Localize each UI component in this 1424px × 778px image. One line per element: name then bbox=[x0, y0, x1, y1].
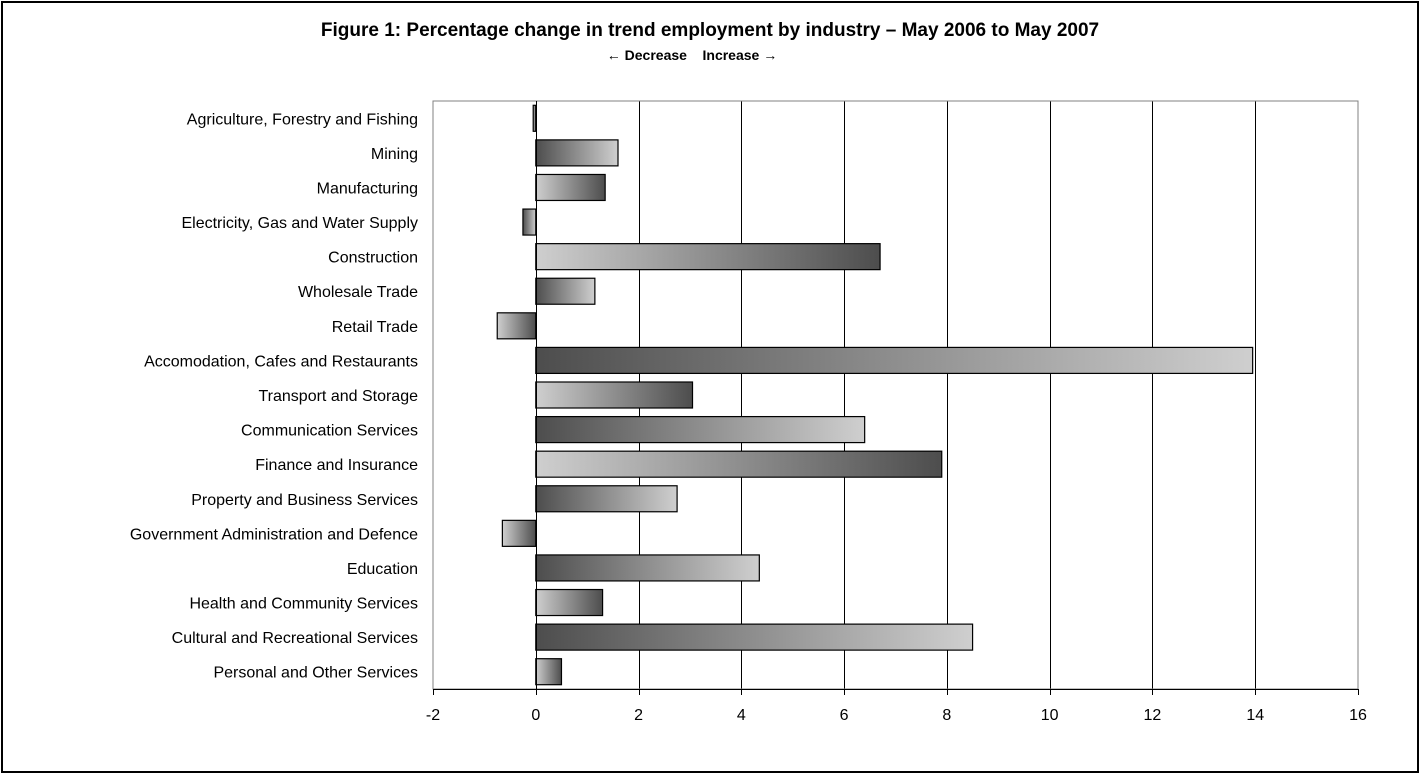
bar bbox=[496, 312, 537, 340]
x-tick-label: 16 bbox=[1349, 707, 1367, 724]
x-tick-label: 0 bbox=[531, 707, 540, 724]
category-label: Personal and Other Services bbox=[213, 665, 418, 682]
x-tick-label: 6 bbox=[840, 707, 849, 724]
bar bbox=[532, 104, 537, 132]
increase-arrow-icon: → bbox=[763, 47, 778, 63]
bar bbox=[535, 588, 604, 617]
category-label: Agriculture, Forestry and Fishing bbox=[187, 111, 418, 128]
category-label: Property and Business Services bbox=[191, 492, 418, 509]
bars bbox=[496, 104, 1254, 686]
category-label: Transport and Storage bbox=[259, 388, 419, 405]
category-label: Manufacturing bbox=[317, 180, 418, 197]
category-label: Cultural and Recreational Services bbox=[172, 630, 418, 647]
bar bbox=[535, 485, 678, 513]
x-tick-label: 8 bbox=[942, 707, 951, 724]
bar bbox=[535, 243, 881, 271]
bar bbox=[535, 381, 694, 409]
bar bbox=[522, 208, 537, 236]
bar bbox=[535, 658, 563, 686]
category-label: Wholesale Trade bbox=[298, 284, 418, 301]
category-label: Accomodation, Cafes and Restaurants bbox=[144, 353, 418, 370]
category-label: Education bbox=[347, 561, 418, 578]
chart-subtitle: ← Decrease Increase → bbox=[3, 46, 1417, 64]
increase-label: Increase bbox=[702, 47, 760, 63]
category-label: Health and Community Services bbox=[189, 596, 418, 613]
decrease-arrow-icon: ← bbox=[606, 47, 621, 63]
bar bbox=[535, 139, 619, 167]
bar bbox=[535, 277, 596, 305]
bar bbox=[535, 173, 606, 202]
tick-labels: -2 0 2 4 6 8 10 12 14 16 bbox=[426, 707, 1367, 724]
x-tick-label: 10 bbox=[1041, 707, 1059, 724]
bar bbox=[501, 519, 537, 547]
x-tick-label: 4 bbox=[737, 707, 746, 724]
category-label: Construction bbox=[328, 250, 418, 267]
x-tick-label: 14 bbox=[1246, 707, 1264, 724]
category-labels: Agriculture, Forestry and Fishing Mining M… bbox=[130, 111, 418, 681]
bar bbox=[535, 450, 943, 478]
category-label: Finance and Insurance bbox=[255, 457, 418, 474]
category-label: Government Administration and Defence bbox=[130, 526, 418, 543]
category-label: Electricity, Gas and Water Supply bbox=[181, 215, 418, 232]
bar bbox=[535, 415, 866, 444]
x-tick-label: -2 bbox=[426, 707, 440, 724]
x-tick-label: 12 bbox=[1144, 707, 1162, 724]
x-tick-label: 2 bbox=[634, 707, 643, 724]
category-label: Communication Services bbox=[241, 423, 418, 440]
axes bbox=[432, 100, 1359, 695]
bar bbox=[535, 346, 1254, 375]
category-label: Retail Trade bbox=[332, 319, 418, 336]
decrease-label: Decrease bbox=[624, 47, 687, 63]
chart-title: Figure 1: Percentage change in trend emp… bbox=[320, 20, 1100, 41]
category-label: Mining bbox=[371, 146, 418, 163]
bar bbox=[535, 554, 760, 582]
bar bbox=[535, 623, 974, 651]
